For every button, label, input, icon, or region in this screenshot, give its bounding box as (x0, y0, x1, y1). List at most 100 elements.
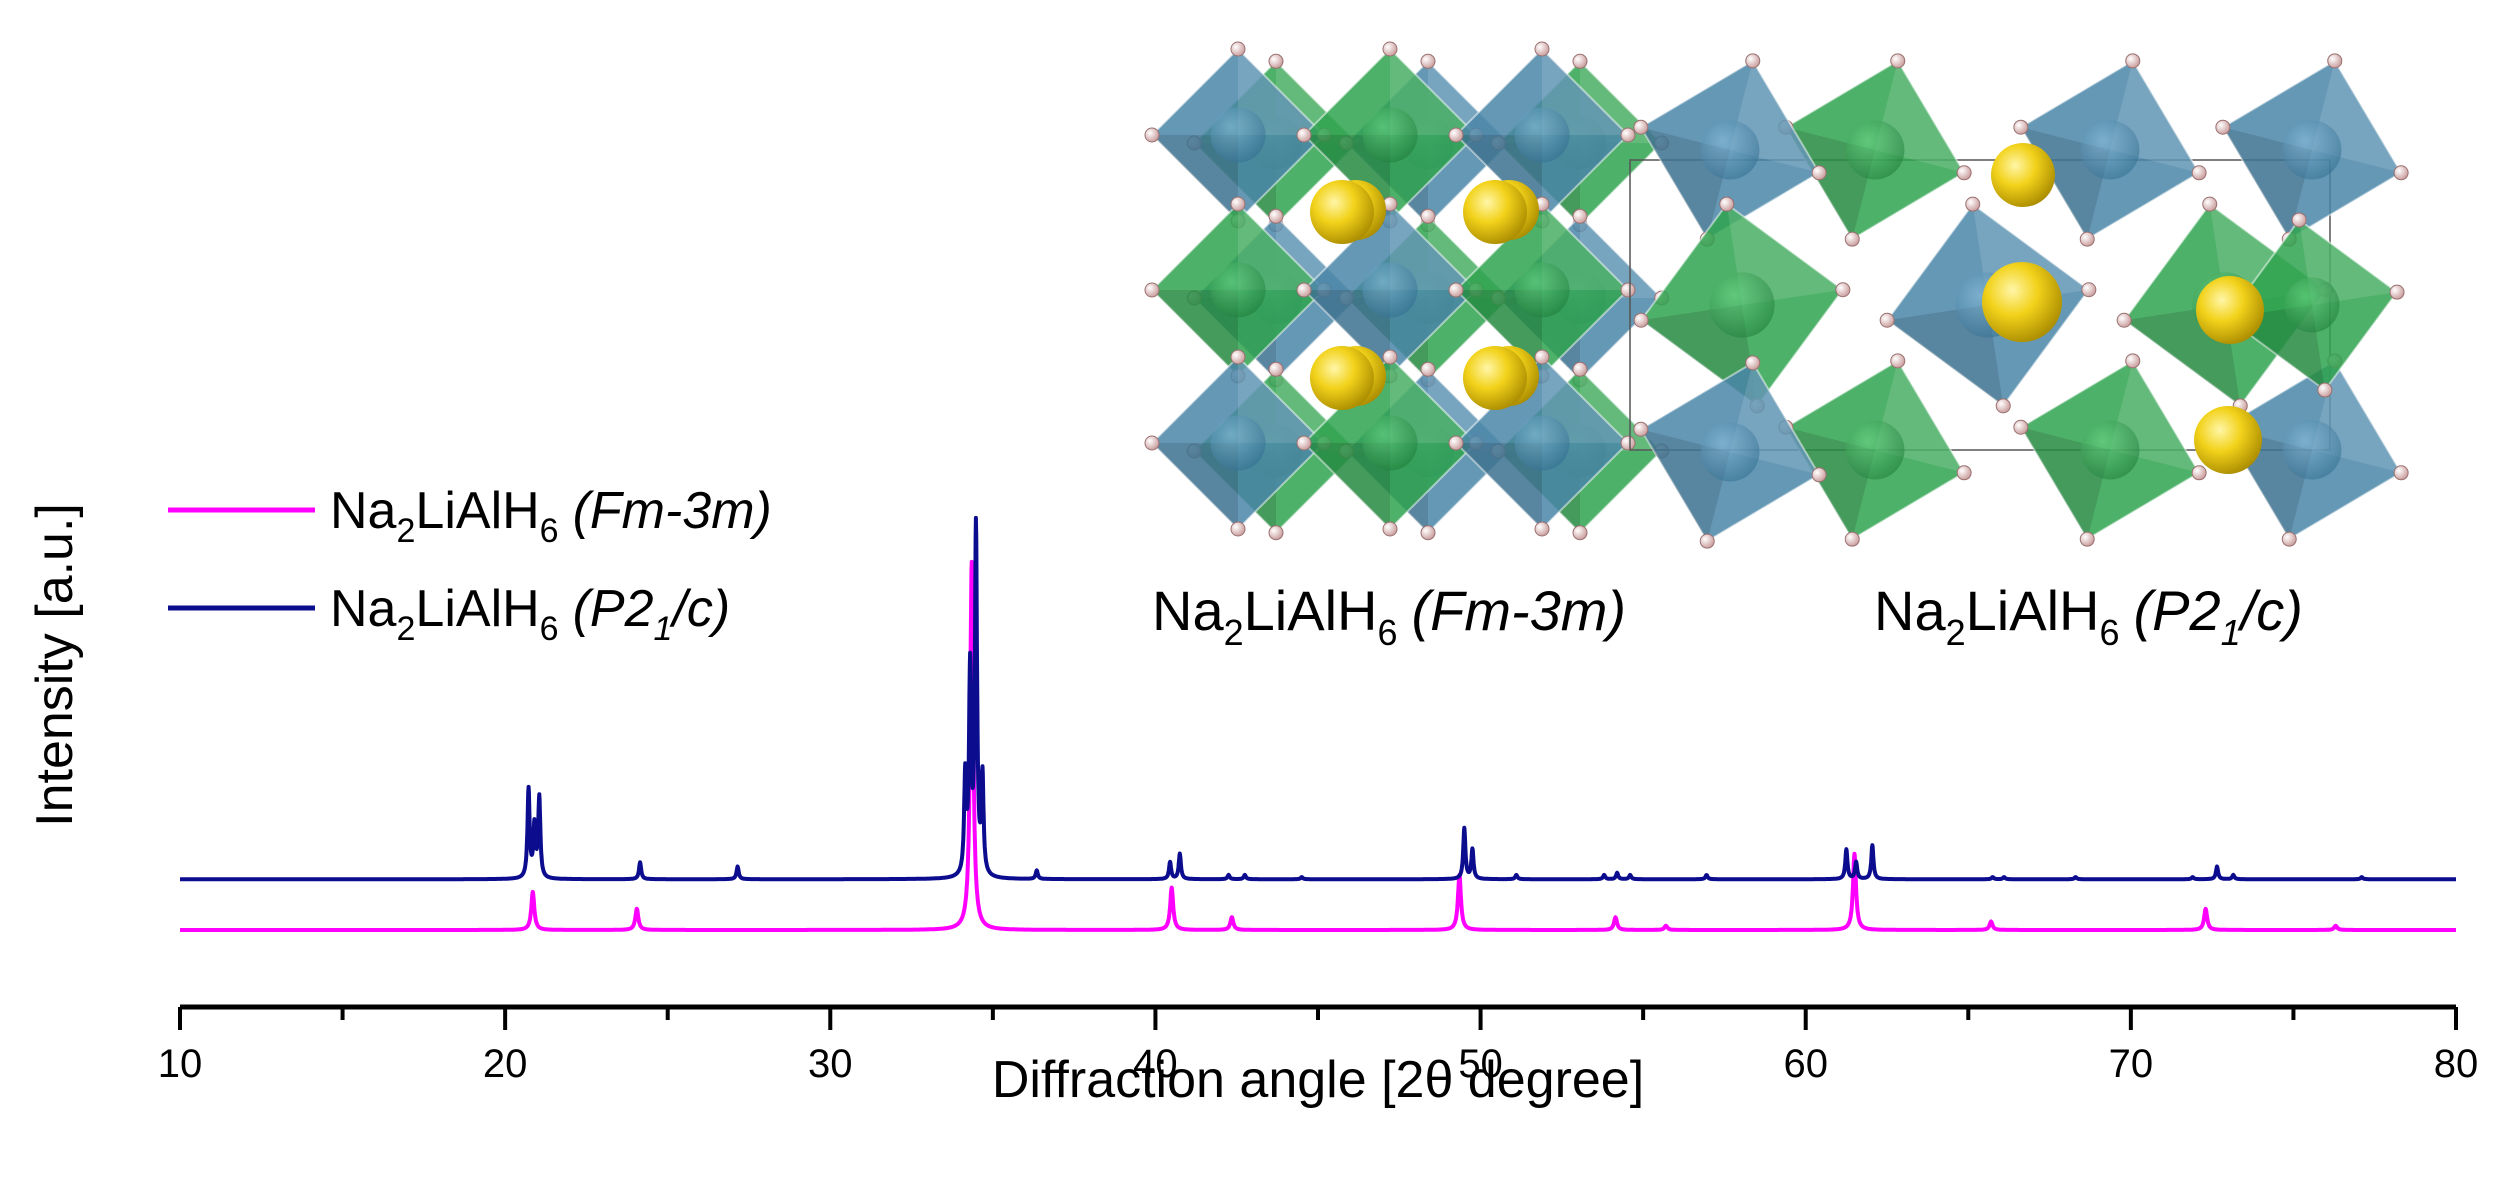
hydrogen-atom (1572, 525, 1588, 541)
hydrogen-atom (1633, 312, 1649, 328)
hydrogen-atom (2393, 165, 2409, 181)
hydrogen-atom (1534, 521, 1550, 537)
hydrogen-atom (1420, 208, 1436, 224)
octahedron-facet (1238, 49, 1324, 135)
hydrogen-atom (2125, 53, 2141, 69)
legend-p21c-lialh: LiAlH (415, 580, 539, 638)
octahedron-facet (1542, 49, 1628, 135)
hydrogen-atom (1719, 196, 1735, 212)
legend-p21c-na-sub: 2 (396, 610, 415, 648)
center-atom (2080, 120, 2140, 180)
x-tick-label: 20 (483, 1042, 528, 1086)
octahedron-facet (1456, 443, 1542, 529)
legend-fm3m-na: Na (330, 482, 397, 540)
hydrogen-atom (1296, 435, 1312, 451)
octahedron-facet (1542, 204, 1628, 290)
hydrogen-atom (1382, 349, 1398, 365)
hydrogen-atom (1230, 349, 1246, 365)
legend-p21c-na: Na (330, 580, 397, 638)
caption-fm3m-h-sub: 6 (1377, 612, 1397, 653)
center-atom (2282, 420, 2342, 480)
legend-p21c-group-end: /c) (669, 580, 730, 638)
legend-p21c-group-sub: 1 (654, 610, 673, 648)
octahedron-facet (1238, 204, 1324, 290)
hydrogen-atom (1890, 353, 1906, 369)
caption-p21c-group-sub: 1 (2221, 612, 2241, 653)
hydrogen-atom (1296, 282, 1312, 298)
hydrogen-atom (1268, 525, 1284, 541)
legend: Na2LiAlH6 (Fm-3m) Na2LiAlH6 (P21/c) (168, 482, 772, 648)
hydrogen-atom (1620, 435, 1636, 451)
hydrogen-atom (1534, 349, 1550, 365)
hydrogen-atom (1420, 361, 1436, 377)
caption-fm3m-lialh: LiAlH (1244, 579, 1378, 642)
center-atom (1514, 415, 1570, 471)
hydrogen-atom (2125, 353, 2141, 369)
caption-p21c-na-sub: 2 (1946, 612, 1966, 653)
center-atom (1845, 420, 1905, 480)
caption-p21c-lialh: LiAlH (1966, 579, 2100, 642)
hydrogen-atom (1144, 127, 1160, 143)
center-atom (1362, 415, 1418, 471)
hydrogen-atom (1382, 41, 1398, 57)
hydrogen-atom (1956, 465, 1972, 481)
octahedron-facet (1152, 290, 1238, 376)
x-axis: 10 20 30 40 50 60 70 80 Diffraction angle [2θ d… (158, 1004, 2479, 1109)
legend-fm3m-lialh: LiAlH (415, 482, 539, 540)
legend-fm3m-group: (Fm-3m) (573, 482, 772, 540)
center-atom (2284, 277, 2340, 333)
center-atom (1700, 120, 1760, 180)
legend-fm3m-h-sub: 6 (540, 512, 559, 550)
hydrogen-atom (2191, 165, 2207, 181)
octahedron-facet (1238, 357, 1324, 443)
center-atom (1514, 262, 1570, 318)
x-tick-label: 80 (2434, 1042, 2479, 1086)
hydrogen-atom (1296, 127, 1312, 143)
hydrogen-atom (1448, 282, 1464, 298)
hydrogen-atom (1745, 355, 1761, 371)
hydrogen-atom (1144, 435, 1160, 451)
hydrogen-atom (1534, 41, 1550, 57)
center-atom (1210, 107, 1266, 163)
hydrogen-atom (1268, 208, 1284, 224)
hydrogen-atom (1144, 282, 1160, 298)
hydrogen-atom (2079, 231, 2095, 247)
hydrogen-atom (1965, 196, 1981, 212)
hydrogen-atom (1572, 208, 1588, 224)
center-atom (1362, 107, 1418, 163)
hydrogen-atom (1844, 231, 1860, 247)
sodium-atom (1982, 262, 2062, 342)
hydrogen-atom (1879, 312, 1895, 328)
hydrogen-atom (1230, 196, 1246, 212)
center-atom (1845, 120, 1905, 180)
x-tick-label: 70 (2109, 1042, 2154, 1086)
octahedron-facet (1542, 357, 1628, 443)
x-ticks: 10 20 30 40 50 60 70 80 (158, 1007, 2479, 1086)
hydrogen-atom (1268, 361, 1284, 377)
series-line-p21c (178, 515, 2458, 882)
center-atom (1362, 262, 1418, 318)
caption-p21c-na: Na (1874, 579, 1946, 642)
caption-fm3m-na: Na (1152, 579, 1224, 642)
center-atom (1210, 262, 1266, 318)
octahedron-facet (1304, 443, 1390, 529)
hydrogen-atom (2013, 419, 2029, 435)
sodium-atom (1991, 143, 2055, 207)
hydrogen-atom (1811, 165, 1827, 181)
center-atom (2282, 120, 2342, 180)
octahedron-facet (1152, 443, 1238, 529)
structure-p21c-caption: Na2LiAlH6 (P21/c) (1874, 579, 2303, 653)
hydrogen-atom (2191, 465, 2207, 481)
hydrogen-atom (2389, 284, 2405, 300)
hydrogen-atom (1633, 119, 1649, 135)
x-tick-label: 50 (1458, 1042, 1503, 1086)
y-axis-label: Intensity [a.u.] (26, 503, 84, 827)
sodium-atom (1463, 180, 1527, 244)
hydrogen-atom (1620, 282, 1636, 298)
x-tick-label: 10 (158, 1042, 203, 1086)
hydrogen-atom (1420, 525, 1436, 541)
sodium-atom (1463, 346, 1527, 410)
hydrogen-atom (1420, 53, 1436, 69)
octahedron-facet (1390, 49, 1476, 135)
hydrogen-atom (1230, 41, 1246, 57)
